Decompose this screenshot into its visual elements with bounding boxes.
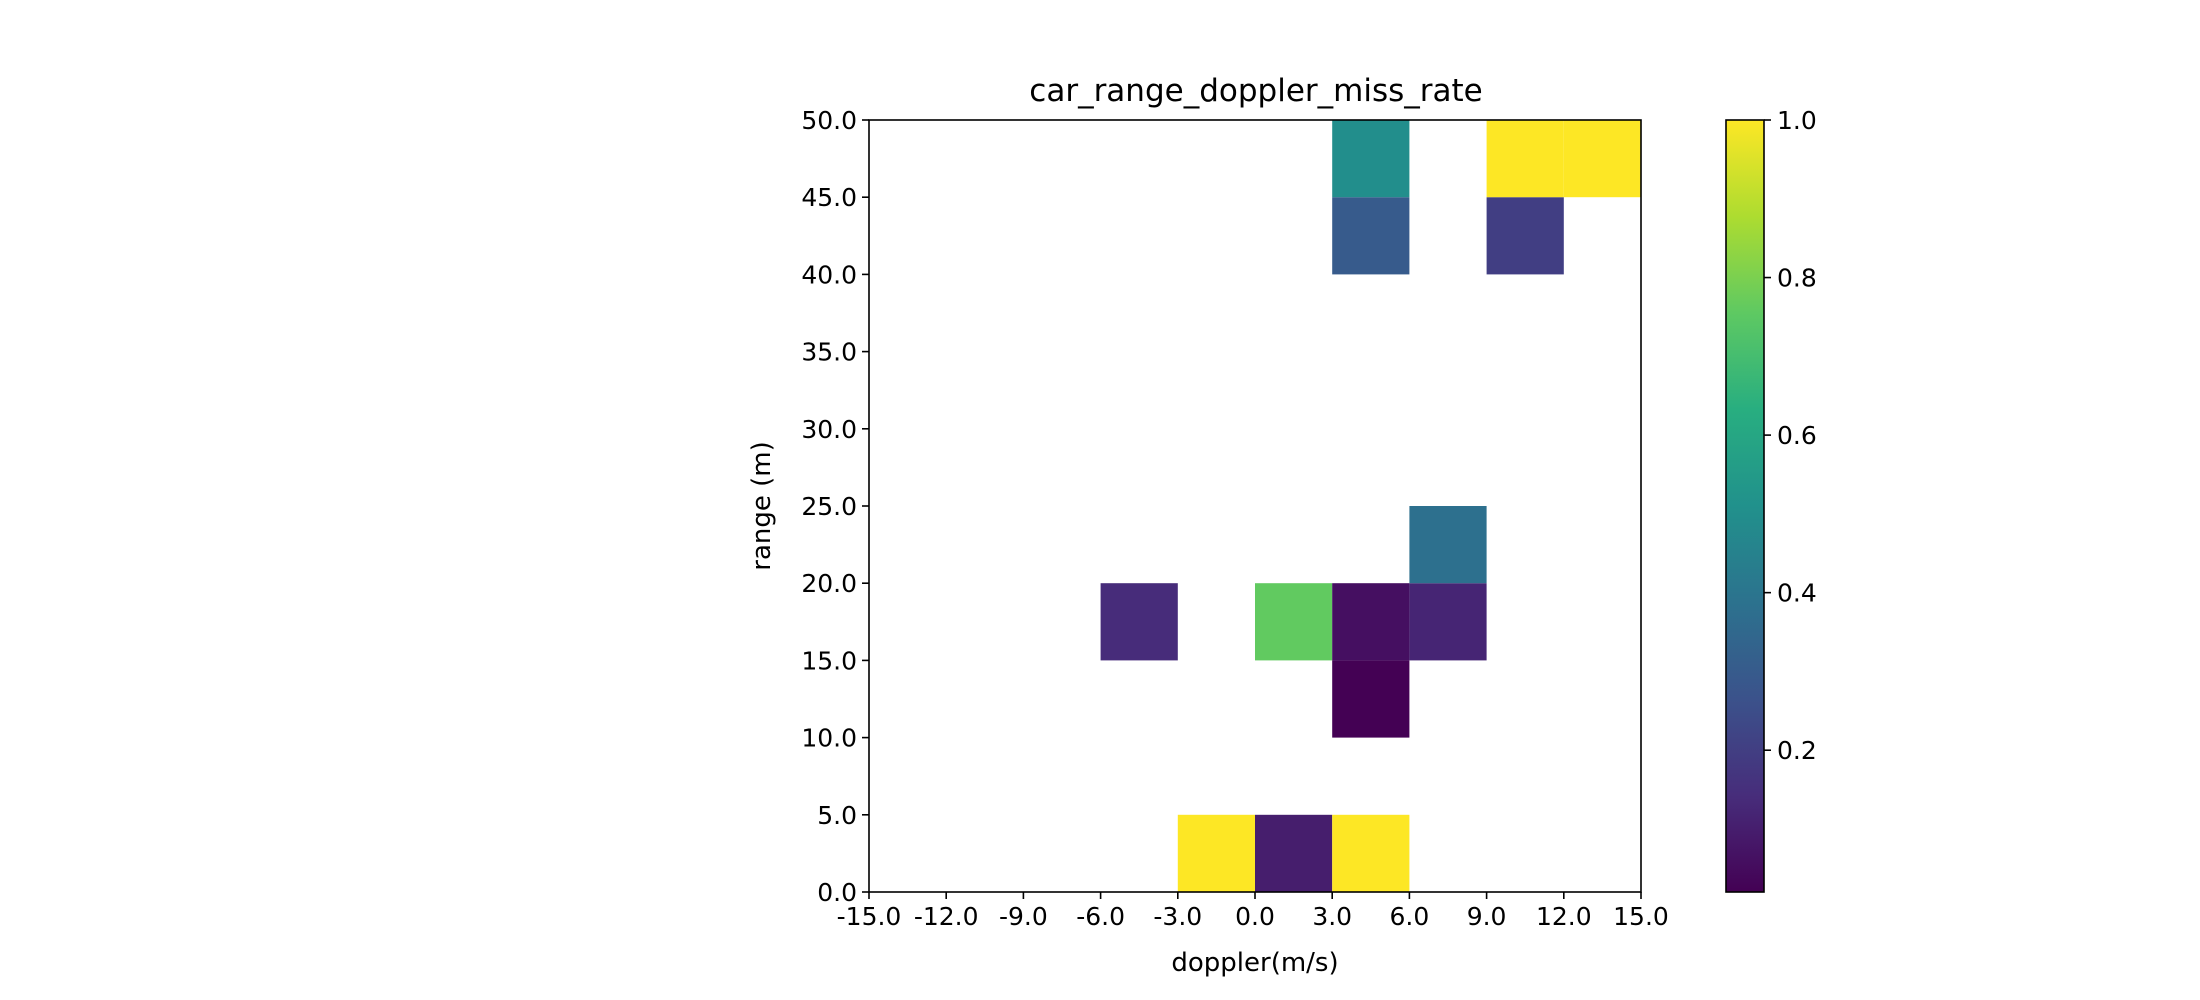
heatmap-cell-9 bbox=[1332, 197, 1410, 275]
chart-title: car_range_doppler_miss_rate bbox=[1029, 73, 1482, 109]
colorbar-tick-label-2: 0.6 bbox=[1777, 421, 1817, 450]
y-tick-label-8: 40.0 bbox=[801, 260, 857, 289]
colorbar-tick-label-4: 1.0 bbox=[1777, 106, 1817, 135]
y-tick-label-4: 20.0 bbox=[801, 569, 857, 598]
y-tick-label-10: 50.0 bbox=[801, 106, 857, 135]
colorbar bbox=[1725, 119, 1765, 893]
colorbar-tick-label-1: 0.4 bbox=[1777, 579, 1817, 608]
y-tick-label-7: 35.0 bbox=[801, 338, 857, 367]
heatmap-cells bbox=[1100, 120, 1641, 892]
y-tick-label-1: 5.0 bbox=[817, 801, 857, 830]
heatmap-cell-11 bbox=[1332, 120, 1410, 198]
y-tick-label-6: 30.0 bbox=[801, 415, 857, 444]
y-tick-label-5: 25.0 bbox=[801, 492, 857, 521]
x-tick-label-8: 9.0 bbox=[1467, 902, 1507, 931]
heatmap-cell-1 bbox=[1255, 814, 1333, 892]
colorbar-ticks: 0.2 0.4 0.6 0.8 1.0 bbox=[1764, 106, 1817, 765]
x-tick-label-10: 15.0 bbox=[1613, 902, 1669, 931]
x-tick-label-9: 12.0 bbox=[1536, 902, 1592, 931]
colorbar-tick-label-3: 0.8 bbox=[1777, 264, 1817, 293]
heatmap-cell-6 bbox=[1332, 583, 1410, 661]
y-axis-ticks: 0.0 5.0 10.0 15.0 20.0 25.0 30.0 35.0 40.0 45.0 50… bbox=[801, 106, 869, 907]
heatmap-cell-2 bbox=[1332, 814, 1410, 892]
x-tick-label-0: -15.0 bbox=[837, 902, 902, 931]
x-axis-ticks: -15.0 -12.0 -9.0 -6.0 -3.0 0.0 3.0 6.0 9.0 12.0 15… bbox=[837, 892, 1669, 931]
x-tick-label-1: -12.0 bbox=[914, 902, 979, 931]
x-axis-label: doppler(m/s) bbox=[1171, 948, 1338, 978]
y-tick-label-0: 0.0 bbox=[817, 878, 857, 907]
x-tick-label-5: 0.0 bbox=[1235, 902, 1275, 931]
heatmap-cell-3 bbox=[1332, 660, 1410, 738]
heatmap-cell-12 bbox=[1486, 120, 1564, 198]
x-tick-label-3: -6.0 bbox=[1076, 902, 1125, 931]
x-tick-label-2: -9.0 bbox=[999, 902, 1048, 931]
y-tick-label-3: 15.0 bbox=[801, 646, 857, 675]
x-tick-label-4: -3.0 bbox=[1153, 902, 1202, 931]
heatmap-cell-0 bbox=[1177, 814, 1255, 892]
heatmap-cell-7 bbox=[1409, 583, 1487, 661]
colorbar-tick-label-0: 0.2 bbox=[1777, 736, 1817, 765]
heatmap-cell-13 bbox=[1563, 120, 1641, 198]
heatmap-cell-10 bbox=[1486, 197, 1564, 275]
heatmap-cell-4 bbox=[1100, 583, 1178, 661]
y-tick-label-9: 45.0 bbox=[801, 183, 857, 212]
y-tick-label-2: 10.0 bbox=[801, 724, 857, 753]
x-tick-label-6: 3.0 bbox=[1312, 902, 1352, 931]
x-tick-label-7: 6.0 bbox=[1390, 902, 1430, 931]
heatmap-cell-5 bbox=[1255, 583, 1333, 661]
heatmap-cell-8 bbox=[1409, 506, 1487, 584]
y-axis-label: range (m) bbox=[747, 441, 777, 570]
